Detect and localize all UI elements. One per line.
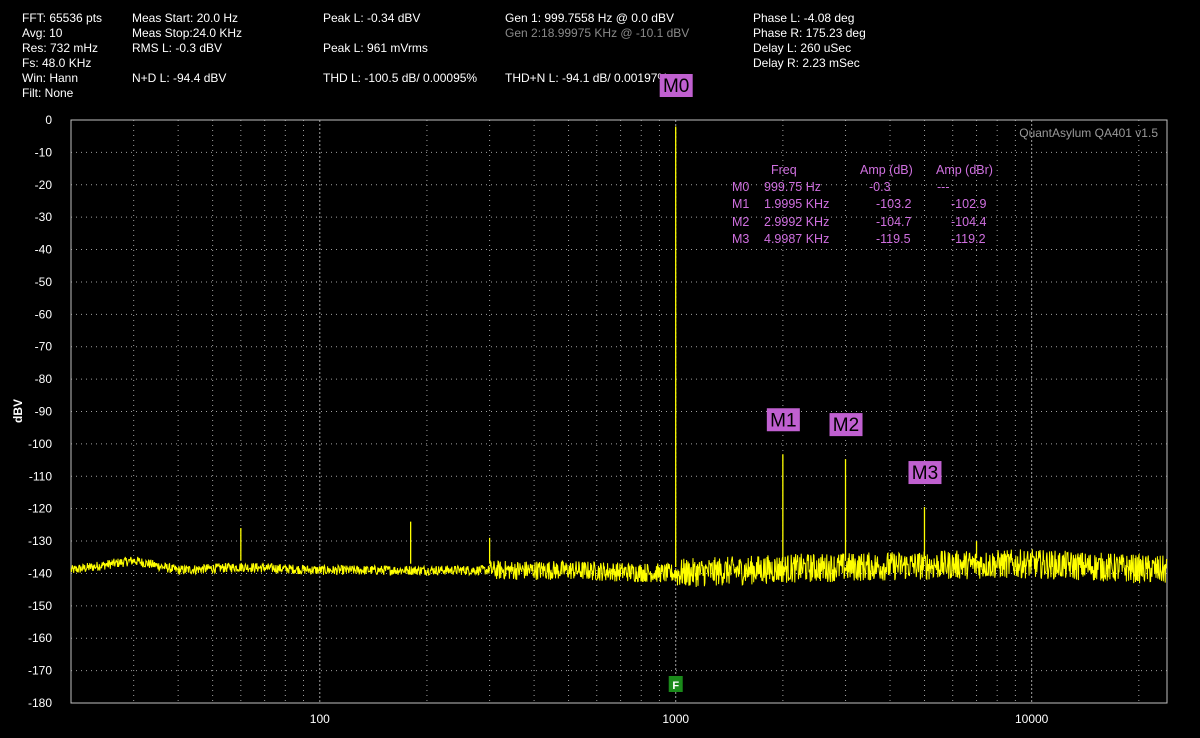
readout-thdn-l: THD+N L: -94.1 dB/ 0.00197%: [505, 71, 669, 85]
spurs: [240, 126, 978, 567]
marker-label-box: [829, 413, 863, 437]
y-tick-label: -140: [28, 566, 52, 580]
readout-gen2: Gen 2:18.99975 KHz @ -10.1 dBV: [505, 26, 690, 40]
readout-gen1: Gen 1: 999.7558 Hz @ 0.0 dBV: [505, 11, 674, 25]
marker-row-freq: 2.9992 KHz: [764, 215, 829, 229]
readout-res: Res: 732 mHz: [22, 41, 99, 55]
y-tick-label: -60: [35, 307, 53, 321]
x-tick-label: 10000: [1015, 712, 1049, 726]
readout-phase-l: Phase L: -4.08 deg: [753, 11, 855, 25]
marker-table-header-amp-dbr: Amp (dBr): [936, 163, 993, 177]
marker-row-amp-db: -119.5: [876, 232, 911, 246]
y-tick-labels: 0 -10 -20 -30 -40 -50 -60 -70 -80 -90 -100 -110 -120…: [28, 113, 52, 710]
marker-row-amp-dbr: -102.9: [951, 197, 986, 211]
y-tick-label: -180: [28, 696, 52, 710]
marker-row-id: M0: [732, 180, 749, 194]
markers: M0 M1 M2 M3: [659, 74, 942, 485]
fundamental-marker-box[interactable]: [668, 676, 683, 692]
readout-peak-l-dbv: Peak L: -0.34 dBV: [323, 11, 421, 25]
y-tick-label: -120: [28, 502, 52, 516]
readout-win: Win: Hann: [22, 71, 79, 85]
x-tick-label: 100: [310, 712, 330, 726]
x-tick-labels: 100 1000 10000: [310, 712, 1049, 726]
marker-label: M1: [770, 410, 796, 431]
y-tick-label: -130: [28, 534, 52, 548]
y-tick-label: -90: [35, 405, 53, 419]
marker-m1[interactable]: M1: [766, 408, 800, 432]
y-tick-label: 0: [45, 113, 52, 127]
readout-phase-r: Phase R: 175.23 deg: [753, 26, 866, 40]
marker-label: M2: [833, 415, 859, 436]
x-tick-label: 1000: [662, 712, 689, 726]
readout-meas-stop: Meas Stop:24.0 KHz: [132, 26, 243, 40]
spectrum-trace: [70, 549, 1168, 588]
marker-row-amp-dbr: -119.2: [951, 232, 986, 246]
watermark: QuantAsylum QA401 v1.5: [1019, 126, 1158, 140]
marker-row-id: M1: [732, 197, 749, 211]
grid: [71, 120, 1167, 703]
marker-row-amp-db: -0.3: [869, 180, 891, 194]
marker-table: Freq Amp (dB) Amp (dBr) M0 999.75 Hz -0.…: [732, 163, 993, 246]
marker-table-header-amp-db: Amp (dB): [860, 163, 913, 177]
readout-filt: Filt: None: [22, 86, 74, 100]
marker-label: M3: [912, 463, 938, 484]
readout-peak-l-mv: Peak L: 961 mVrms: [323, 41, 428, 55]
marker-row-freq: 1.9995 KHz: [764, 197, 829, 211]
marker-m2[interactable]: M2: [829, 413, 863, 437]
marker-label: M0: [663, 76, 689, 97]
y-tick-label: -50: [35, 275, 53, 289]
readout-meas-start: Meas Start: 20.0 Hz: [132, 11, 239, 25]
marker-row-freq: 4.9987 KHz: [764, 232, 829, 246]
y-tick-label: -20: [35, 178, 53, 192]
y-axis-label: dBV: [11, 399, 25, 423]
plot-frame: [70, 119, 1168, 704]
readout-rms-l: RMS L: -0.3 dBV: [132, 41, 223, 55]
y-tick-label: -70: [35, 340, 53, 354]
readout-delay-l: Delay L: 260 uSec: [753, 41, 852, 55]
readout-delay-r: Delay R: 2.23 mSec: [753, 56, 860, 70]
y-tick-label: -160: [28, 631, 52, 645]
marker-label-box: [659, 74, 693, 97]
marker-label-box: [766, 408, 800, 432]
marker-m3[interactable]: M3: [908, 461, 942, 485]
readout-fft: FFT: 65536 pts: [22, 11, 103, 25]
marker-row-id: M3: [732, 232, 749, 246]
y-tick-label: -40: [35, 243, 53, 257]
y-tick-label: -80: [35, 372, 53, 386]
marker-row-amp-db: -103.2: [876, 197, 911, 211]
marker-row-id: M2: [732, 215, 749, 229]
marker-row-amp-db: -104.7: [876, 215, 911, 229]
fundamental-marker-label: F: [672, 680, 679, 692]
y-tick-label: -110: [29, 469, 52, 483]
readout-avg: Avg: 10: [22, 26, 63, 40]
fundamental-marker[interactable]: F: [668, 676, 683, 692]
y-tick-label: -100: [28, 437, 52, 451]
marker-table-header-freq: Freq: [771, 163, 797, 177]
marker-row-freq: 999.75 Hz: [764, 180, 821, 194]
marker-row-amp-dbr: -104.4: [951, 215, 986, 229]
readout-nd-l: N+D L: -94.4 dBV: [132, 71, 227, 85]
y-tick-label: -150: [28, 599, 52, 613]
y-tick-label: -170: [28, 664, 52, 678]
marker-m0[interactable]: M0: [659, 74, 693, 97]
marker-row-amp-dbr: ---: [937, 180, 950, 194]
y-tick-label: -10: [35, 145, 53, 159]
readout-thd-l: THD L: -100.5 dB/ 0.00095%: [323, 71, 478, 85]
readout-fs: Fs: 48.0 KHz: [22, 56, 92, 70]
y-tick-label: -30: [35, 210, 53, 224]
marker-label-box: [908, 461, 942, 485]
